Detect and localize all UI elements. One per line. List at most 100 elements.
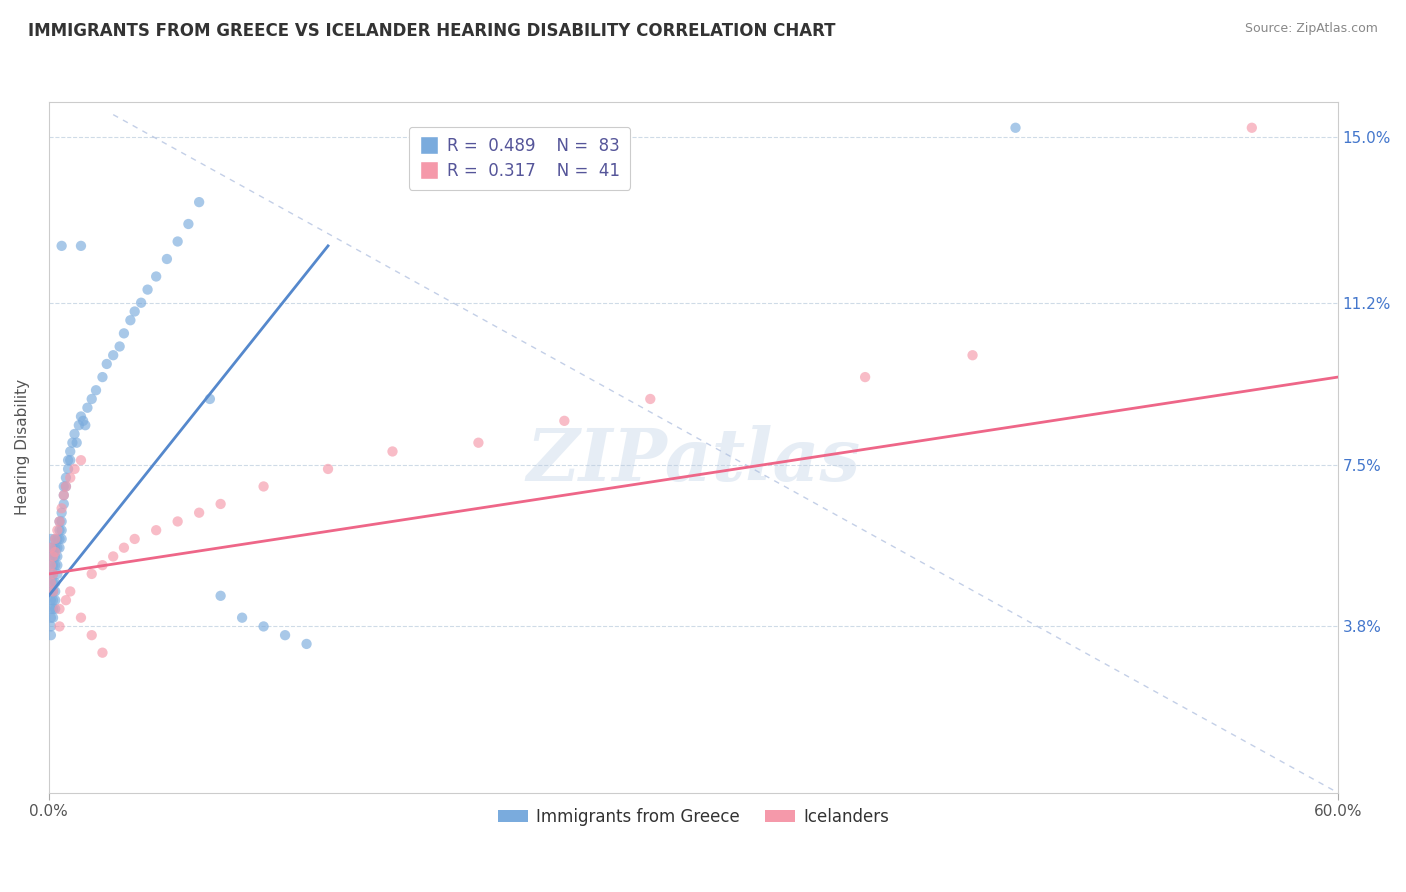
Point — [166, 515, 188, 529]
Point — [52, 479, 75, 493]
Point — [39, 541, 62, 555]
Point — [66, 435, 89, 450]
Point — [39, 575, 62, 590]
Point — [55, 479, 77, 493]
Point — [42, 602, 65, 616]
Point — [39, 602, 62, 616]
Point — [80, 566, 103, 581]
Point — [177, 217, 200, 231]
Point — [52, 488, 75, 502]
Point — [44, 602, 66, 616]
Point — [553, 414, 575, 428]
Point — [44, 532, 66, 546]
Point — [39, 549, 62, 564]
Point — [103, 549, 125, 564]
Point — [39, 558, 62, 573]
Point — [55, 593, 77, 607]
Point — [46, 523, 69, 537]
Point — [42, 575, 65, 590]
Point — [70, 409, 93, 424]
Point — [39, 532, 62, 546]
Point — [76, 401, 98, 415]
Point — [44, 593, 66, 607]
Point — [42, 558, 65, 573]
Point — [42, 549, 65, 564]
Point — [51, 523, 73, 537]
Point — [209, 589, 232, 603]
Point — [91, 646, 114, 660]
Point — [80, 392, 103, 406]
Point — [39, 593, 62, 607]
Legend: Immigrants from Greece, Icelanders: Immigrants from Greece, Icelanders — [491, 801, 896, 833]
Point — [44, 532, 66, 546]
Point — [46, 549, 69, 564]
Point — [42, 566, 65, 581]
Point — [252, 479, 274, 493]
Point — [48, 515, 70, 529]
Point — [72, 414, 94, 428]
Point — [51, 506, 73, 520]
Point — [59, 444, 82, 458]
Point — [640, 392, 662, 406]
Point — [96, 357, 118, 371]
Point — [44, 575, 66, 590]
Point — [381, 444, 404, 458]
Point — [39, 575, 62, 590]
Point — [1004, 120, 1026, 135]
Point — [44, 549, 66, 564]
Point — [48, 523, 70, 537]
Point — [59, 471, 82, 485]
Point — [112, 541, 135, 555]
Point — [51, 515, 73, 529]
Point — [42, 549, 65, 564]
Text: IMMIGRANTS FROM GREECE VS ICELANDER HEARING DISABILITY CORRELATION CHART: IMMIGRANTS FROM GREECE VS ICELANDER HEAR… — [28, 22, 835, 40]
Point — [39, 541, 62, 555]
Point — [42, 566, 65, 581]
Point — [145, 269, 167, 284]
Point — [188, 506, 211, 520]
Point — [51, 532, 73, 546]
Point — [60, 435, 83, 450]
Point — [48, 532, 70, 546]
Point — [44, 584, 66, 599]
Point — [853, 370, 876, 384]
Point — [48, 541, 70, 555]
Point — [129, 295, 152, 310]
Point — [84, 383, 107, 397]
Point — [231, 610, 253, 624]
Point — [59, 584, 82, 599]
Point — [63, 462, 86, 476]
Point — [962, 348, 984, 362]
Point — [145, 523, 167, 537]
Point — [39, 628, 62, 642]
Point — [44, 541, 66, 555]
Point — [274, 628, 297, 642]
Point — [46, 541, 69, 555]
Point — [46, 532, 69, 546]
Point — [39, 584, 62, 599]
Text: Source: ZipAtlas.com: Source: ZipAtlas.com — [1244, 22, 1378, 36]
Point — [48, 515, 70, 529]
Point — [48, 619, 70, 633]
Point — [136, 283, 159, 297]
Point — [70, 453, 93, 467]
Point — [56, 462, 79, 476]
Point — [91, 370, 114, 384]
Point — [39, 610, 62, 624]
Point — [42, 593, 65, 607]
Point — [198, 392, 221, 406]
Point — [70, 239, 93, 253]
Point — [42, 584, 65, 599]
Point — [112, 326, 135, 341]
Point — [55, 471, 77, 485]
Point — [103, 348, 125, 362]
Point — [124, 532, 146, 546]
Point — [124, 304, 146, 318]
Point — [63, 427, 86, 442]
Point — [108, 339, 131, 353]
Point — [156, 252, 179, 266]
Point — [467, 435, 489, 450]
Point — [39, 566, 62, 581]
Point — [91, 558, 114, 573]
Point — [56, 453, 79, 467]
